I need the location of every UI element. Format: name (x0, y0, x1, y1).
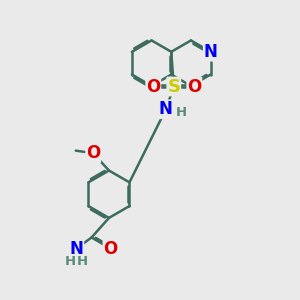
Text: S: S (167, 77, 180, 95)
Text: H: H (76, 255, 88, 268)
Text: N: N (70, 239, 83, 257)
Text: H: H (176, 106, 187, 119)
Text: O: O (187, 77, 201, 95)
Text: O: O (103, 239, 118, 257)
Text: N: N (159, 100, 173, 118)
Text: H: H (65, 255, 76, 268)
Text: O: O (146, 77, 160, 95)
Text: N: N (204, 43, 218, 61)
Text: O: O (86, 144, 100, 162)
